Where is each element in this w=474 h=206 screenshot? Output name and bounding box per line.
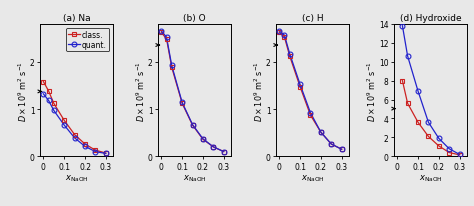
Y-axis label: $D \times 10^{9}$ m$^2$ s$^{-1}$: $D \times 10^{9}$ m$^2$ s$^{-1}$: [253, 60, 265, 121]
Title: (a) Na: (a) Na: [63, 14, 91, 23]
X-axis label: $x_{\mathrm{NaOH}}$: $x_{\mathrm{NaOH}}$: [301, 172, 324, 183]
Title: (c) H: (c) H: [302, 14, 323, 23]
Legend: class., quant.: class., quant.: [66, 28, 109, 52]
Y-axis label: $D \times 10^{9}$ m$^2$ s$^{-1}$: $D \times 10^{9}$ m$^2$ s$^{-1}$: [366, 60, 378, 121]
Title: (b) O: (b) O: [183, 14, 206, 23]
Y-axis label: $D \times 10^{9}$ m$^2$ s$^{-1}$: $D \times 10^{9}$ m$^2$ s$^{-1}$: [17, 60, 29, 121]
X-axis label: $x_{\mathrm{NaOH}}$: $x_{\mathrm{NaOH}}$: [65, 172, 89, 183]
X-axis label: $x_{\mathrm{NaOH}}$: $x_{\mathrm{NaOH}}$: [183, 172, 207, 183]
X-axis label: $x_{\mathrm{NaOH}}$: $x_{\mathrm{NaOH}}$: [419, 172, 442, 183]
Title: (d) Hydroxide: (d) Hydroxide: [400, 14, 461, 23]
Y-axis label: $D \times 10^{9}$ m$^2$ s$^{-1}$: $D \times 10^{9}$ m$^2$ s$^{-1}$: [135, 60, 147, 121]
